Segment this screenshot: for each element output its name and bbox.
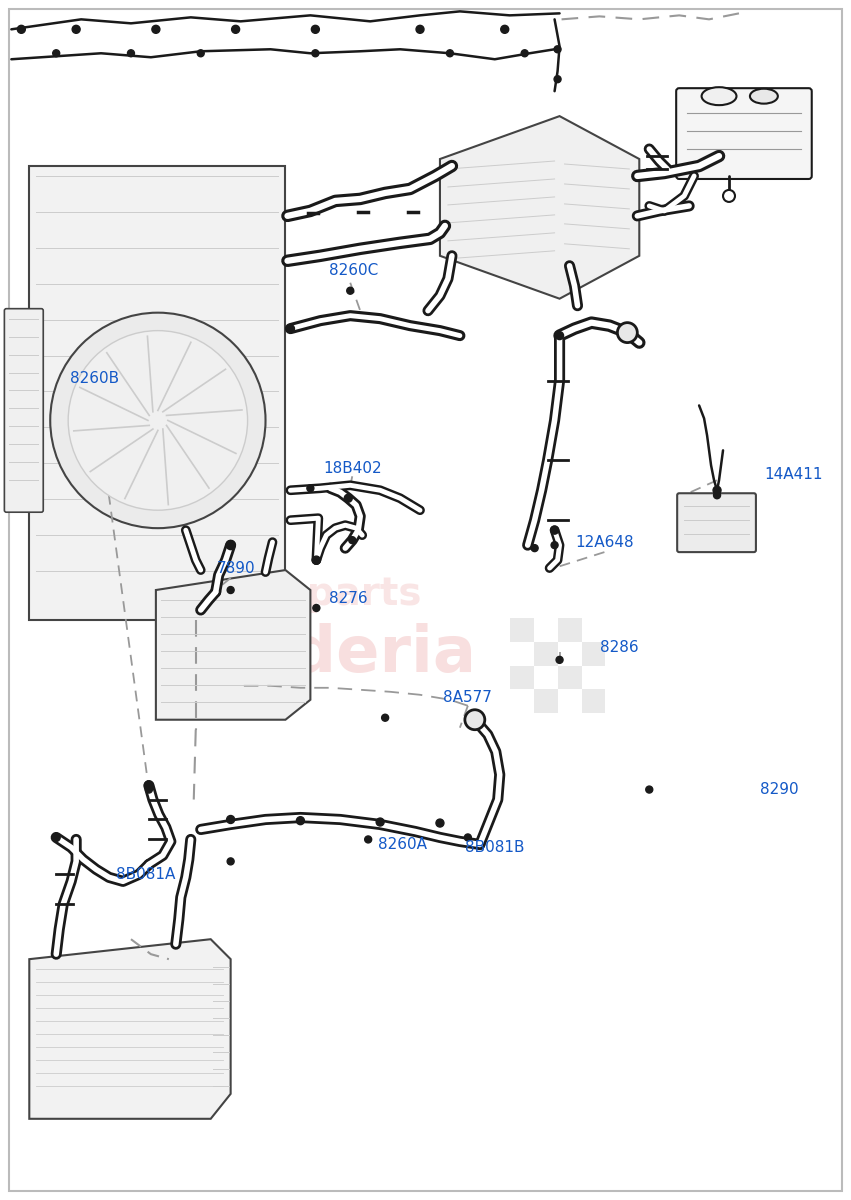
Circle shape	[231, 25, 240, 34]
Circle shape	[713, 492, 721, 499]
Circle shape	[556, 656, 563, 664]
Circle shape	[226, 816, 235, 823]
Circle shape	[17, 25, 26, 34]
Circle shape	[345, 494, 352, 503]
Ellipse shape	[701, 88, 736, 106]
Circle shape	[551, 541, 558, 548]
Text: car parts: car parts	[226, 575, 422, 613]
Circle shape	[50, 313, 266, 528]
Text: 14A411: 14A411	[764, 467, 823, 481]
Circle shape	[146, 786, 152, 793]
Circle shape	[551, 526, 558, 534]
Bar	[557, 666, 581, 689]
Polygon shape	[29, 940, 231, 1118]
Text: 8276: 8276	[329, 590, 368, 606]
Bar	[581, 642, 605, 666]
Circle shape	[227, 587, 234, 594]
Circle shape	[52, 834, 60, 841]
Circle shape	[376, 818, 384, 826]
Circle shape	[436, 820, 444, 827]
Text: 8286: 8286	[600, 641, 639, 655]
Circle shape	[313, 605, 320, 612]
Circle shape	[151, 25, 160, 34]
Bar	[581, 689, 605, 713]
FancyBboxPatch shape	[677, 493, 756, 552]
Circle shape	[226, 541, 235, 550]
Circle shape	[68, 331, 248, 510]
Text: 8290: 8290	[760, 782, 798, 797]
Circle shape	[287, 325, 294, 332]
Circle shape	[312, 556, 320, 564]
FancyBboxPatch shape	[4, 308, 43, 512]
Circle shape	[349, 536, 356, 544]
Polygon shape	[29, 166, 285, 620]
FancyBboxPatch shape	[677, 88, 812, 179]
Polygon shape	[156, 570, 311, 720]
Text: 18B402: 18B402	[323, 461, 381, 476]
Circle shape	[416, 25, 424, 34]
Circle shape	[531, 545, 538, 552]
Bar	[557, 618, 581, 642]
Circle shape	[554, 46, 561, 53]
Polygon shape	[440, 116, 639, 299]
Circle shape	[723, 190, 735, 202]
Circle shape	[53, 49, 60, 56]
Text: 8260A: 8260A	[378, 836, 426, 852]
Circle shape	[521, 49, 528, 56]
Circle shape	[128, 49, 134, 56]
Circle shape	[554, 76, 561, 83]
Text: 8B081B: 8B081B	[465, 840, 524, 854]
Circle shape	[465, 834, 471, 841]
Text: scuderia: scuderia	[170, 623, 477, 685]
Circle shape	[617, 323, 637, 342]
Text: 8260B: 8260B	[70, 371, 118, 386]
Circle shape	[72, 25, 80, 34]
Text: 8B081A: 8B081A	[117, 866, 175, 882]
Circle shape	[307, 485, 314, 492]
Circle shape	[365, 836, 372, 842]
Text: 12A648: 12A648	[575, 535, 634, 550]
Circle shape	[311, 25, 319, 34]
Circle shape	[500, 25, 509, 34]
Text: 7890: 7890	[216, 560, 255, 576]
Circle shape	[197, 49, 204, 56]
Circle shape	[227, 858, 234, 865]
Bar	[534, 642, 557, 666]
Circle shape	[556, 331, 563, 340]
Circle shape	[311, 49, 319, 56]
Circle shape	[346, 287, 354, 294]
Circle shape	[465, 709, 485, 730]
Circle shape	[447, 49, 454, 56]
Bar	[511, 666, 534, 689]
Text: 8A577: 8A577	[443, 690, 492, 706]
Text: 8260C: 8260C	[328, 263, 378, 278]
Ellipse shape	[750, 89, 778, 103]
Circle shape	[713, 486, 721, 494]
Bar	[534, 689, 557, 713]
Circle shape	[646, 786, 653, 793]
Bar	[511, 618, 534, 642]
Circle shape	[381, 714, 389, 721]
Circle shape	[296, 817, 305, 824]
Circle shape	[145, 781, 153, 790]
